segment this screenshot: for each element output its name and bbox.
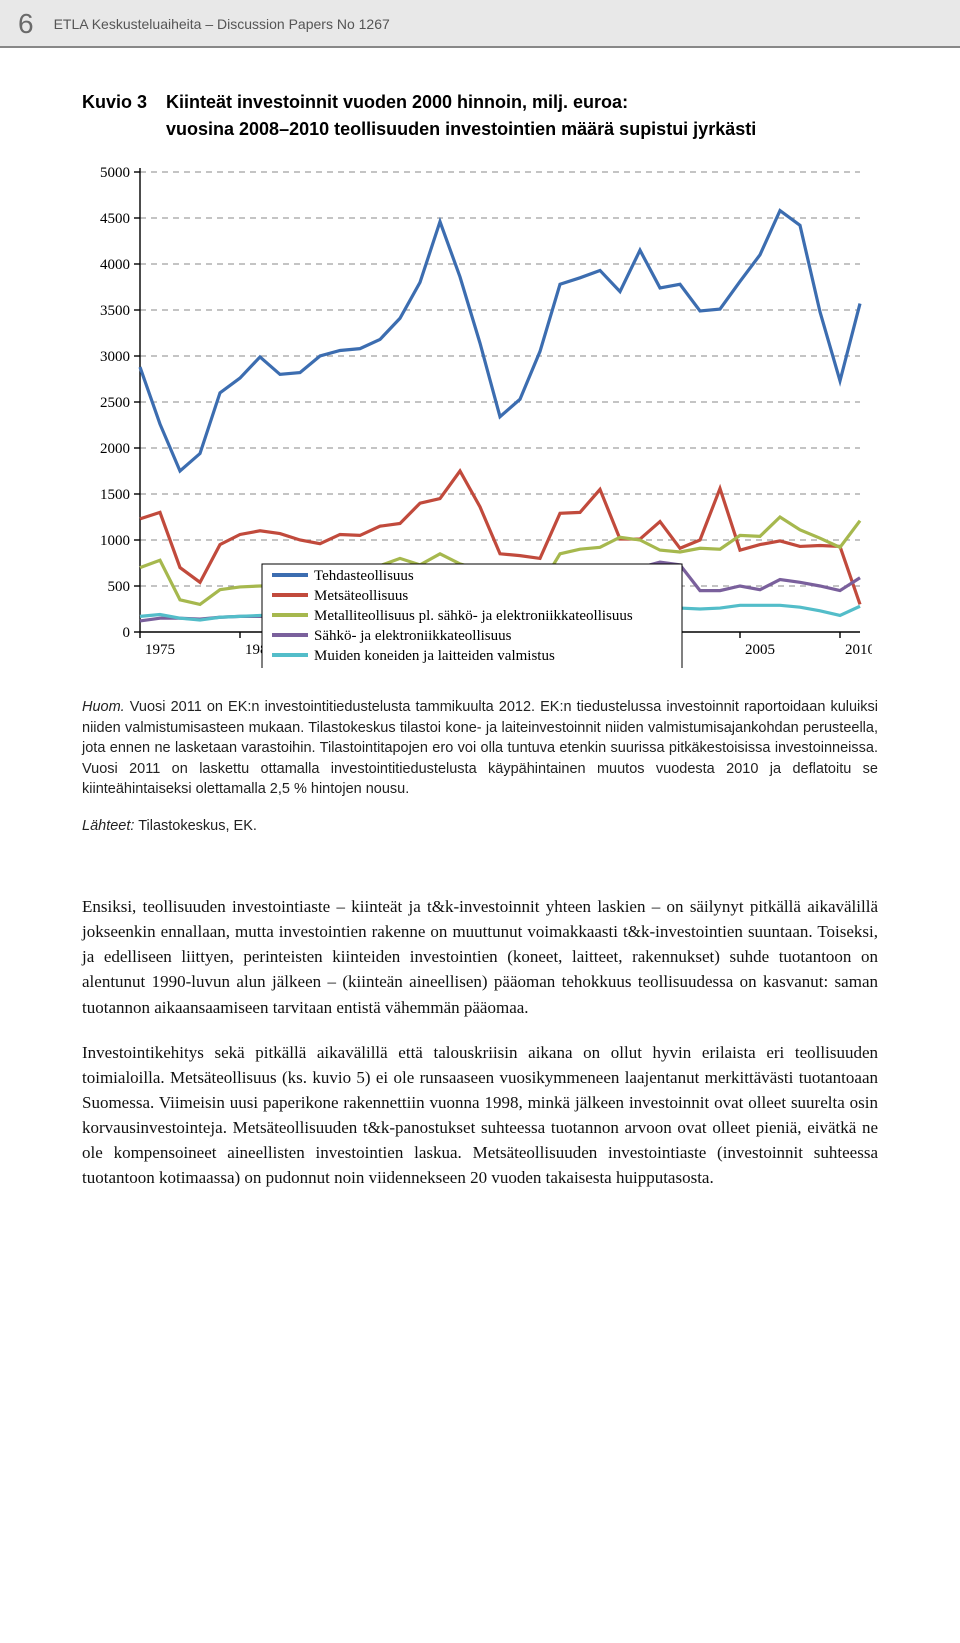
svg-text:1975: 1975 xyxy=(145,642,175,658)
header-title: ETLA Keskusteluaiheita – Discussion Pape… xyxy=(54,16,942,32)
line-chart: 0 500 1000 1500 2000 2500 3000 3500 4000 4500 5000… xyxy=(82,158,878,673)
svg-text:Metsäteollisuus: Metsäteollisuus xyxy=(314,588,408,604)
chart-svg: 0 500 1000 1500 2000 2500 3000 3500 4000 4500 5000… xyxy=(82,158,872,668)
figure-title: Kiinteät investoinnit vuoden 2000 hinnoi… xyxy=(166,92,628,113)
svg-text:2005: 2005 xyxy=(745,642,775,658)
svg-text:500: 500 xyxy=(108,579,131,595)
svg-text:3500: 3500 xyxy=(100,303,130,319)
page-number: 6 xyxy=(18,8,34,40)
svg-text:0: 0 xyxy=(123,625,131,641)
svg-text:2000: 2000 xyxy=(100,441,130,457)
figure-footnote: Huom. Vuosi 2011 on EK:n investointitied… xyxy=(82,697,878,800)
svg-text:1500: 1500 xyxy=(100,487,130,503)
svg-text:Metalliteollisuus pl. sähkö- j: Metalliteollisuus pl. sähkö- ja elektron… xyxy=(314,608,633,624)
figure-label: Kuvio 3 xyxy=(82,92,166,113)
figure-sources: Lähteet: Tilastokeskus, EK. xyxy=(82,818,878,834)
svg-text:Sähkö- ja elektroniikkateollis: Sähkö- ja elektroniikkateollisuus xyxy=(314,628,512,644)
body-paragraph-2: Investointikehitys sekä pitkällä aikaväl… xyxy=(82,1040,878,1191)
svg-text:4000: 4000 xyxy=(100,257,130,273)
svg-text:1000: 1000 xyxy=(100,533,130,549)
sources-text: Tilastokeskus, EK. xyxy=(138,818,257,834)
svg-text:2010: 2010 xyxy=(845,642,872,658)
svg-text:4500: 4500 xyxy=(100,211,130,227)
footnote-label: Huom. xyxy=(82,699,125,715)
svg-text:2500: 2500 xyxy=(100,395,130,411)
sources-label: Lähteet: xyxy=(82,818,134,834)
svg-text:Muiden koneiden ja laitteiden: Muiden koneiden ja laitteiden valmistus xyxy=(314,648,555,664)
body-paragraph-1: Ensiksi, teollisuuden investointiaste – … xyxy=(82,894,878,1020)
footnote-text: Vuosi 2011 on EK:n investointitiedustelu… xyxy=(82,699,878,797)
svg-text:3000: 3000 xyxy=(100,349,130,365)
figure-heading: Kuvio 3 Kiinteät investoinnit vuoden 200… xyxy=(82,92,878,113)
svg-text:Tehdasteollisuus: Tehdasteollisuus xyxy=(314,568,414,584)
page-header: 6 ETLA Keskusteluaiheita – Discussion Pa… xyxy=(0,0,960,48)
svg-text:5000: 5000 xyxy=(100,165,130,181)
figure-subtitle: vuosina 2008–2010 teollisuuden investoin… xyxy=(166,119,878,140)
